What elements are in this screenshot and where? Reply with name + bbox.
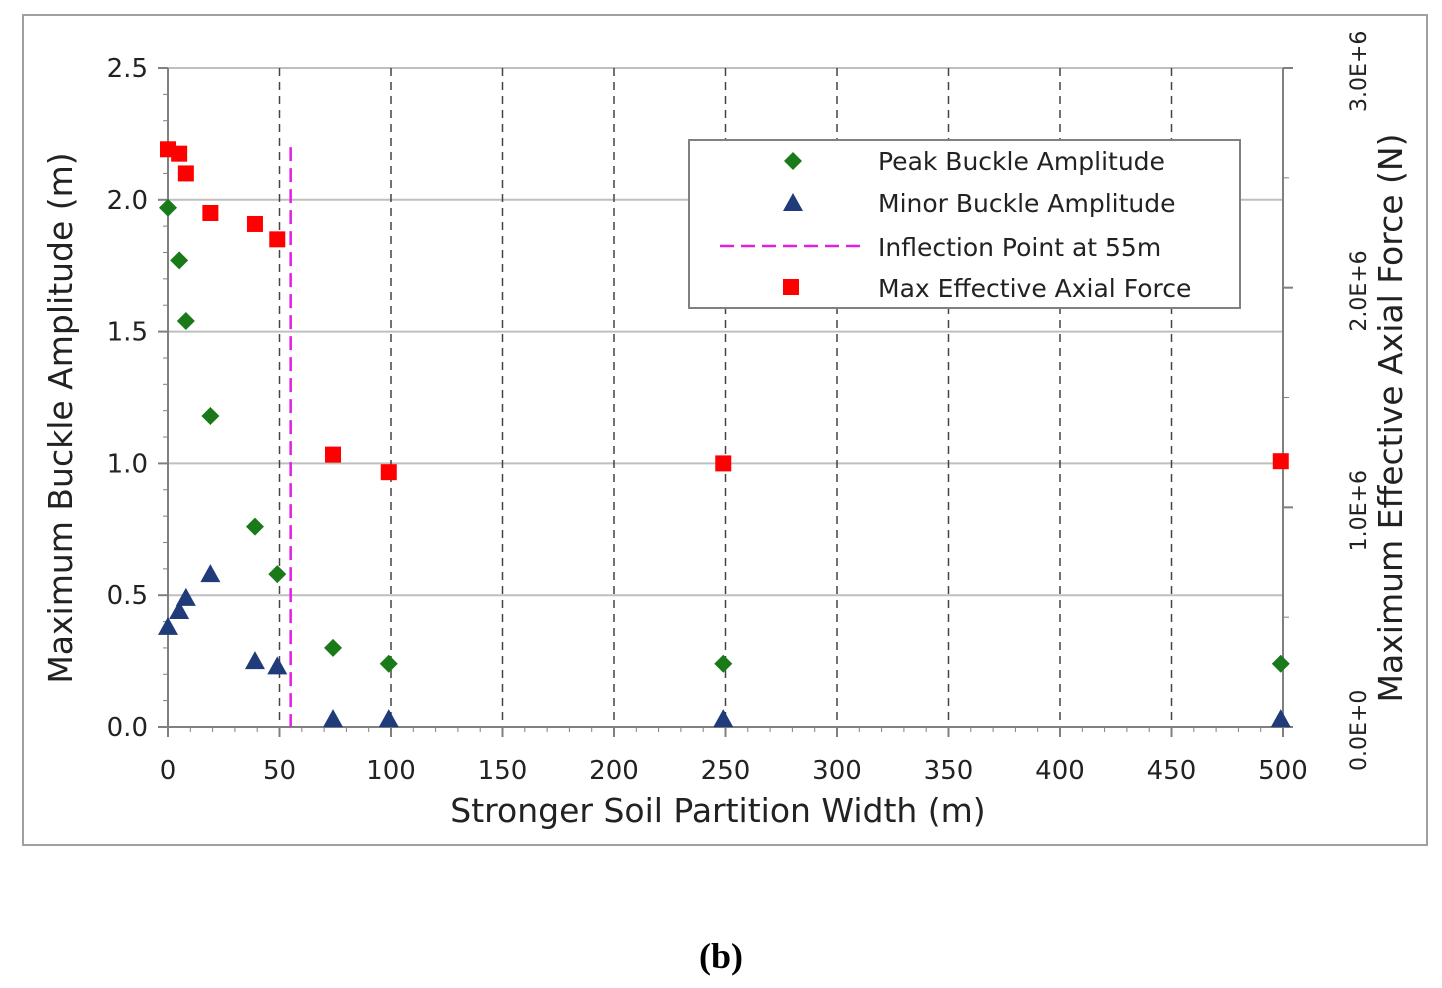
x-tick-label: 250 — [701, 756, 751, 786]
diamond-point — [268, 565, 287, 584]
diamond-point — [245, 517, 264, 536]
square-point — [177, 165, 194, 182]
square-point — [202, 204, 219, 221]
y2-tick-label: 0.0E+0 — [1347, 690, 1372, 771]
legend: Peak Buckle Amplitude Minor Buckle Ampli… — [688, 139, 1241, 309]
diamond-point — [176, 312, 195, 331]
triangle-point — [158, 616, 178, 635]
legend-markers — [720, 152, 866, 295]
diamond-point — [201, 406, 220, 425]
square-point — [246, 215, 263, 232]
y-tick-label: 2.0 — [107, 186, 148, 216]
x-tick-label: 200 — [589, 756, 639, 786]
diamond-point — [324, 638, 343, 657]
x-tick-label: 50 — [263, 756, 296, 786]
grid — [168, 67, 1283, 727]
x-tick-label: 450 — [1147, 756, 1197, 786]
diamond-point — [1271, 654, 1290, 673]
legend-label-force: Max Effective Axial Force — [878, 274, 1191, 303]
diamond-point — [170, 251, 189, 270]
triangle-point — [267, 656, 288, 675]
x-tick-label: 100 — [366, 756, 416, 786]
y-tick-label: 1.5 — [107, 318, 148, 348]
triangle-point — [169, 601, 190, 620]
x-tick-label: 300 — [812, 756, 862, 786]
y2-tick-label: 3.0E+6 — [1347, 31, 1372, 112]
square-point — [715, 455, 732, 472]
diamond-point — [159, 198, 177, 217]
x-axis-title: Stronger Soil Partition Width (m) — [450, 791, 985, 830]
legend-triangle-marker — [783, 193, 803, 211]
y2-axis-title: Maximum Effective Axial Force (N) — [1371, 134, 1410, 703]
triangle-point — [713, 709, 734, 728]
square-point — [171, 145, 188, 162]
y-axis-title: Maximum Buckle Amplitude (m) — [41, 152, 80, 683]
triangle-point — [200, 564, 221, 583]
square-point — [325, 446, 342, 463]
diamond-point — [379, 654, 398, 673]
square-point — [269, 231, 286, 248]
triangle-point — [323, 709, 344, 728]
y2-tick-label: 2.0E+6 — [1347, 250, 1372, 331]
legend-diamond-marker — [784, 152, 802, 170]
tick-labels: 0.0 0.5 1.0 1.5 2.0 2.5 0 50 100 150 200 250 300 350 4… — [107, 31, 1372, 786]
triangle-point — [378, 709, 399, 728]
legend-label-inflection: Inflection Point at 55m — [878, 233, 1161, 262]
x-tick-label: 150 — [478, 756, 528, 786]
square-point — [380, 464, 397, 481]
figure-caption: (b) — [699, 936, 743, 976]
legend-label-peak: Peak Buckle Amplitude — [878, 147, 1165, 176]
y-tick-label: 0.5 — [107, 581, 148, 611]
triangle-point — [1270, 709, 1291, 728]
triangle-point — [175, 587, 196, 606]
legend-label-minor: Minor Buckle Amplitude — [878, 189, 1176, 218]
data-series — [158, 141, 1291, 728]
x-tick-label: 0 — [160, 756, 177, 786]
y2-tick-label: 1.0E+6 — [1347, 470, 1372, 551]
diamond-point — [714, 654, 733, 673]
square-point — [1272, 453, 1289, 470]
legend-square-marker — [783, 279, 799, 295]
y-tick-label: 0.0 — [107, 713, 148, 743]
x-tick-label: 500 — [1258, 756, 1308, 786]
y-tick-label: 1.0 — [107, 449, 148, 479]
x-tick-label: 400 — [1035, 756, 1085, 786]
legend-box — [688, 139, 1241, 309]
x-tick-label: 350 — [924, 756, 974, 786]
triangle-point — [244, 651, 265, 670]
y-tick-label: 2.5 — [107, 54, 148, 84]
